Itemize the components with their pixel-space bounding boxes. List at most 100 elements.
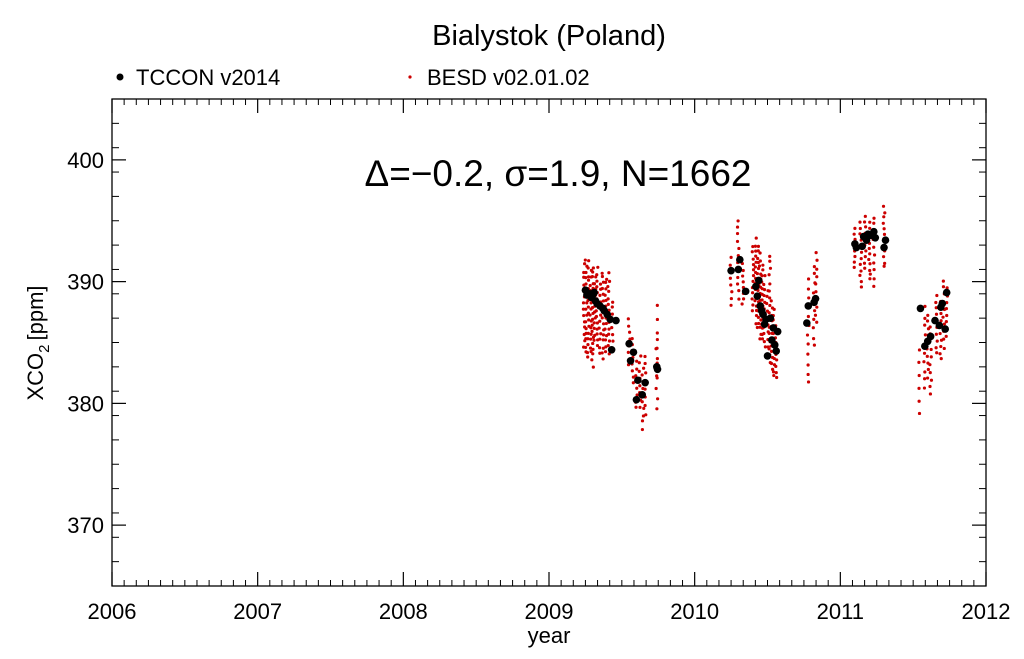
besd-point [812, 271, 816, 275]
besd-point [595, 285, 599, 289]
besd-point [655, 337, 659, 342]
x-tick-label: 2008 [379, 599, 428, 624]
besd-point [582, 270, 586, 275]
tccon-point [773, 327, 782, 336]
besd-point [762, 331, 766, 336]
besd-point [729, 283, 733, 287]
besd-point [737, 289, 741, 293]
besd-point [926, 313, 930, 318]
besd-point [600, 316, 604, 320]
besd-point [606, 297, 610, 301]
legend-label-tccon: TCCON v2014 [136, 65, 280, 90]
besd-point [934, 306, 938, 310]
besd-point [639, 354, 643, 358]
besd-point [811, 291, 816, 295]
besd-point [750, 309, 754, 313]
y-tick-label: 370 [67, 513, 104, 538]
besd-point [598, 319, 602, 323]
tccon-point [653, 365, 662, 374]
besd-point [751, 263, 756, 267]
besd-point [806, 372, 810, 377]
besd-point [635, 359, 639, 363]
besd-point [587, 259, 591, 263]
besd-point [934, 346, 938, 350]
besd-point [631, 375, 635, 379]
besd-point [923, 316, 927, 320]
besd-point [942, 337, 946, 341]
besd-point [872, 267, 876, 272]
besd-point [815, 258, 819, 262]
besd-point [751, 291, 755, 295]
besd-point [928, 363, 932, 367]
besd-point [769, 361, 774, 366]
tccon-point [625, 339, 633, 348]
besd-point [753, 265, 757, 269]
besd-point [754, 249, 758, 253]
besd-point [813, 313, 818, 317]
besd-point [654, 386, 658, 391]
besd-point [606, 284, 610, 289]
besd-point [859, 250, 864, 254]
besd-point [754, 322, 758, 326]
besd-point [867, 246, 871, 251]
besd-point [811, 326, 815, 330]
besd-point [772, 373, 776, 378]
besd-point [917, 348, 922, 352]
besd-point [601, 338, 605, 342]
besd-point [858, 262, 862, 266]
y-tick-label: 380 [67, 391, 104, 416]
besd-point [806, 352, 810, 356]
besd-point [859, 280, 863, 284]
besd-point [806, 342, 810, 346]
besd-point [590, 275, 594, 279]
besd-point [591, 266, 595, 270]
x-tick-label: 2011 [817, 599, 864, 624]
besd-point [853, 237, 857, 241]
tccon-point [942, 288, 951, 297]
besd-point [922, 360, 926, 364]
besd-point [872, 261, 876, 265]
besd-point [883, 211, 887, 215]
besd-point [806, 314, 810, 319]
besd-point [882, 227, 886, 231]
besd-point [630, 337, 634, 341]
besd-point [604, 287, 608, 291]
besd-point [768, 282, 772, 286]
besd-point [923, 323, 927, 327]
besd-point [729, 303, 733, 307]
besd-point [760, 337, 765, 341]
besd-point [858, 220, 862, 224]
besd-point [634, 374, 638, 378]
besd-point [590, 329, 594, 334]
besd-point [737, 246, 741, 251]
besd-point [771, 370, 776, 374]
legend-marker-besd [408, 75, 412, 79]
besd-point [923, 304, 927, 308]
besd-point [758, 259, 762, 263]
besd-point [601, 299, 606, 303]
besd-point [767, 273, 771, 277]
besd-point [735, 225, 740, 229]
besd-point [591, 341, 595, 346]
besd-point [872, 253, 877, 257]
tccon-point [606, 315, 614, 324]
besd-point [929, 347, 933, 352]
x-axis: 2006 2007 2008 2009 2010 2011 2012 [88, 99, 1010, 624]
besd-point [607, 332, 611, 336]
besd-point [917, 399, 921, 403]
legend-label-besd: BESD v02.01.02 [427, 65, 590, 90]
besd-point [610, 326, 614, 330]
besd-point [852, 260, 856, 264]
besd-point [584, 270, 588, 275]
besd-point [741, 274, 745, 278]
y-axis-label-main: XCO [23, 353, 48, 401]
besd-point [586, 355, 590, 359]
besd-point [583, 258, 587, 262]
besd-point [863, 266, 867, 270]
besd-point [815, 320, 819, 324]
tccon-point [770, 341, 779, 349]
besd-point [729, 255, 733, 259]
besd-point [598, 337, 602, 341]
besd-point [917, 373, 921, 378]
